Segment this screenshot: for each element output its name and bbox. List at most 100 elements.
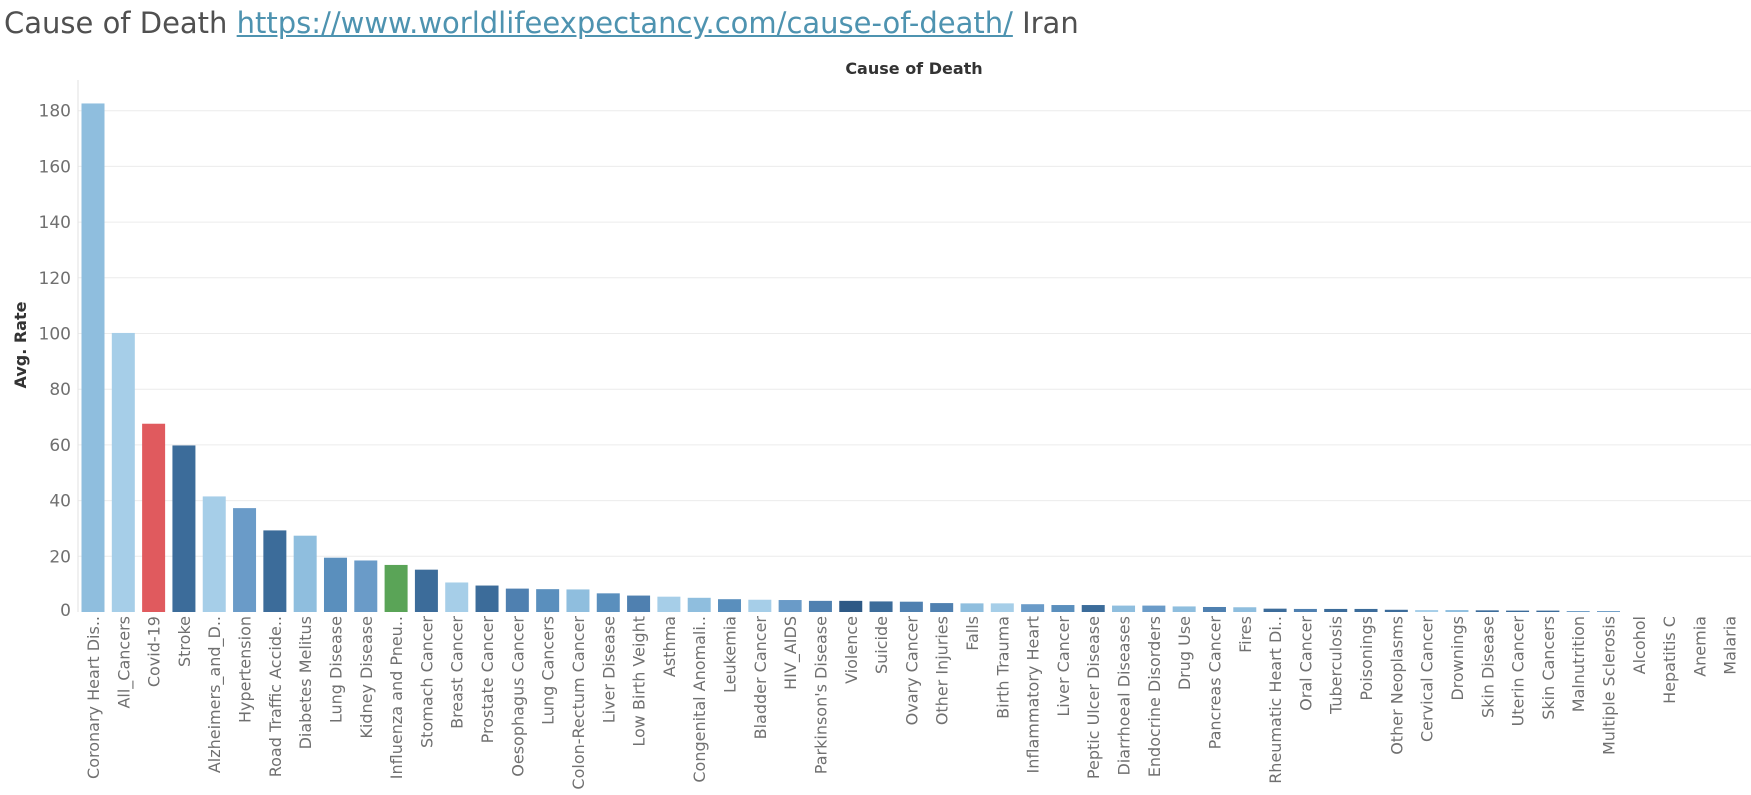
bar[interactable] bbox=[687, 597, 711, 612]
x-tick-label: Anemia bbox=[1690, 616, 1709, 677]
x-tick-label: Endocrine Disorders bbox=[1145, 616, 1164, 777]
bar[interactable] bbox=[505, 588, 529, 612]
x-tick-label: Tuberculosis bbox=[1327, 616, 1346, 715]
x-tick-label: Skin Disease bbox=[1478, 616, 1497, 718]
x-tick-label: Pancreas Cancer bbox=[1205, 616, 1224, 750]
x-tick-label: Falls bbox=[963, 616, 982, 651]
bar[interactable] bbox=[1506, 610, 1530, 612]
x-tick-label: Malaria bbox=[1721, 616, 1740, 675]
bar[interactable] bbox=[808, 600, 832, 612]
source-link[interactable]: https://www.worldlifeexpectancy.com/caus… bbox=[236, 6, 1013, 40]
bar[interactable] bbox=[869, 601, 893, 612]
bar[interactable] bbox=[627, 595, 651, 612]
bar[interactable] bbox=[323, 557, 347, 612]
x-tick-label: Oesophagus Cancer bbox=[508, 616, 527, 777]
x-tick-label: Coronary Heart Dis.. bbox=[84, 616, 103, 779]
x-tick-label: Stomach Cancer bbox=[417, 616, 436, 748]
x-tick-label: Hepatitis C bbox=[1660, 616, 1679, 704]
gridlines bbox=[78, 110, 1751, 557]
bar[interactable] bbox=[1142, 605, 1166, 612]
bar[interactable] bbox=[172, 445, 196, 612]
bar[interactable] bbox=[1475, 610, 1499, 612]
bar[interactable] bbox=[657, 596, 681, 612]
bars bbox=[81, 103, 1620, 613]
bar[interactable] bbox=[1566, 611, 1590, 612]
bar[interactable] bbox=[1202, 606, 1226, 612]
bar[interactable] bbox=[1324, 608, 1348, 612]
x-tick-label: Bladder Cancer bbox=[751, 616, 770, 740]
bar[interactable] bbox=[930, 603, 954, 612]
y-tick-labels: 0 20 40 60 80 100 120 140 160 180 bbox=[39, 102, 71, 621]
bar[interactable] bbox=[778, 600, 802, 612]
x-tick-label: Leukemia bbox=[721, 616, 740, 693]
bar[interactable] bbox=[1536, 610, 1560, 612]
bar[interactable] bbox=[414, 569, 438, 612]
x-tick-label: Lung Cancers bbox=[539, 616, 558, 725]
bar[interactable] bbox=[1445, 610, 1469, 612]
y-tick-label: 120 bbox=[39, 269, 71, 289]
y-tick-label: 60 bbox=[49, 436, 71, 456]
x-tick-label: Other Neoplasms bbox=[1387, 616, 1406, 755]
bar[interactable] bbox=[748, 599, 772, 612]
x-tick-label: Drownings bbox=[1448, 616, 1467, 701]
bar[interactable] bbox=[142, 423, 166, 612]
y-tick-label: 80 bbox=[49, 380, 71, 400]
x-tick-label: Asthma bbox=[660, 616, 679, 677]
bar[interactable] bbox=[1051, 605, 1075, 612]
bar[interactable] bbox=[1597, 611, 1620, 612]
bar[interactable] bbox=[81, 103, 105, 613]
bar[interactable] bbox=[718, 599, 742, 612]
bar[interactable] bbox=[1112, 605, 1136, 612]
x-tick-labels: Coronary Heart Dis.. All_Cancers Covid-19 S… bbox=[84, 616, 1740, 790]
y-tick-label: 140 bbox=[39, 213, 71, 233]
bar[interactable] bbox=[1384, 609, 1408, 612]
bar[interactable] bbox=[263, 530, 287, 612]
y-tick-label: 180 bbox=[39, 102, 71, 122]
x-tick-label: Liver Disease bbox=[599, 616, 618, 723]
bar[interactable] bbox=[384, 564, 408, 612]
x-tick-label: Influenza and Pneu.. bbox=[387, 616, 406, 779]
bar[interactable] bbox=[990, 603, 1014, 612]
bar[interactable] bbox=[475, 585, 499, 612]
bar[interactable] bbox=[960, 603, 984, 612]
bar[interactable] bbox=[445, 582, 469, 612]
x-tick-label: Kidney Disease bbox=[357, 616, 376, 739]
bar[interactable] bbox=[1354, 608, 1378, 612]
page-title: Cause of Death https://www.worldlifeexpe… bbox=[4, 6, 1079, 40]
x-tick-label: Low Birth Veight bbox=[630, 616, 649, 747]
bar[interactable] bbox=[1172, 606, 1196, 612]
bar[interactable] bbox=[899, 601, 923, 612]
x-tick-label: Congenital Anomali.. bbox=[690, 616, 709, 783]
bar[interactable] bbox=[202, 496, 226, 612]
bar[interactable] bbox=[1293, 608, 1317, 612]
bar[interactable] bbox=[1263, 608, 1287, 612]
bar[interactable] bbox=[293, 535, 317, 612]
bar[interactable] bbox=[1233, 607, 1257, 612]
x-tick-label: Alzheimers_and_D.. bbox=[205, 616, 225, 773]
x-tick-label: HIV_AIDS bbox=[781, 616, 801, 690]
bar[interactable] bbox=[111, 332, 135, 612]
x-tick-label: Uterin Cancer bbox=[1509, 616, 1528, 727]
x-tick-label: Diabetes Melitus bbox=[296, 616, 315, 749]
bar[interactable] bbox=[536, 589, 560, 612]
bar[interactable] bbox=[1415, 610, 1439, 612]
bar[interactable] bbox=[1021, 604, 1045, 612]
x-tick-label: Lung Disease bbox=[326, 616, 345, 723]
x-tick-label: Suicide bbox=[872, 616, 891, 674]
x-tick-label: Alcohol bbox=[1630, 616, 1649, 674]
bar[interactable] bbox=[354, 560, 378, 612]
x-tick-label: Prostate Cancer bbox=[478, 616, 497, 744]
x-tick-label: Multiple Sclerosis bbox=[1600, 616, 1619, 755]
x-tick-label: Oral Cancer bbox=[1296, 616, 1315, 711]
bar[interactable] bbox=[566, 589, 590, 612]
x-tick-label: Road Traffic Accide.. bbox=[266, 616, 285, 777]
x-tick-label: Breast Cancer bbox=[448, 616, 467, 729]
x-tick-label: Violence bbox=[842, 616, 861, 684]
bar[interactable] bbox=[233, 508, 257, 612]
x-tick-label: Peptic Ulcer Disease bbox=[1084, 616, 1103, 779]
bar[interactable] bbox=[839, 600, 863, 612]
bar[interactable] bbox=[596, 593, 620, 612]
bar[interactable] bbox=[1081, 605, 1105, 612]
x-tick-label: Stroke bbox=[175, 616, 194, 667]
